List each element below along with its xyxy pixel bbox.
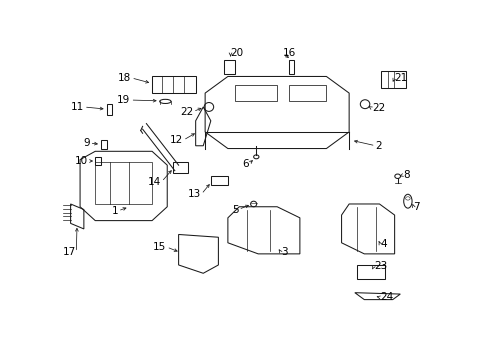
Text: 13: 13: [188, 189, 201, 199]
Text: 14: 14: [148, 177, 161, 187]
Text: 3: 3: [280, 247, 287, 257]
Text: 6: 6: [242, 159, 248, 169]
Text: 19: 19: [117, 95, 130, 105]
Text: 4: 4: [380, 239, 386, 249]
Text: 2: 2: [375, 141, 382, 151]
Text: 18: 18: [118, 73, 131, 83]
Text: 17: 17: [63, 247, 76, 257]
Text: 16: 16: [282, 48, 295, 58]
Text: 22: 22: [371, 103, 385, 113]
Text: 22: 22: [180, 107, 193, 117]
Text: 23: 23: [373, 261, 386, 271]
Text: 20: 20: [230, 48, 243, 58]
Text: 11: 11: [70, 102, 84, 112]
Text: 5: 5: [231, 204, 238, 215]
Text: 9: 9: [83, 138, 89, 148]
Text: 8: 8: [403, 170, 409, 180]
Text: 7: 7: [413, 202, 419, 212]
Text: 24: 24: [380, 292, 393, 302]
Text: 15: 15: [153, 242, 166, 252]
Text: 1: 1: [111, 206, 118, 216]
Text: 10: 10: [74, 156, 87, 166]
Text: 21: 21: [394, 73, 407, 83]
Text: 12: 12: [169, 135, 183, 145]
